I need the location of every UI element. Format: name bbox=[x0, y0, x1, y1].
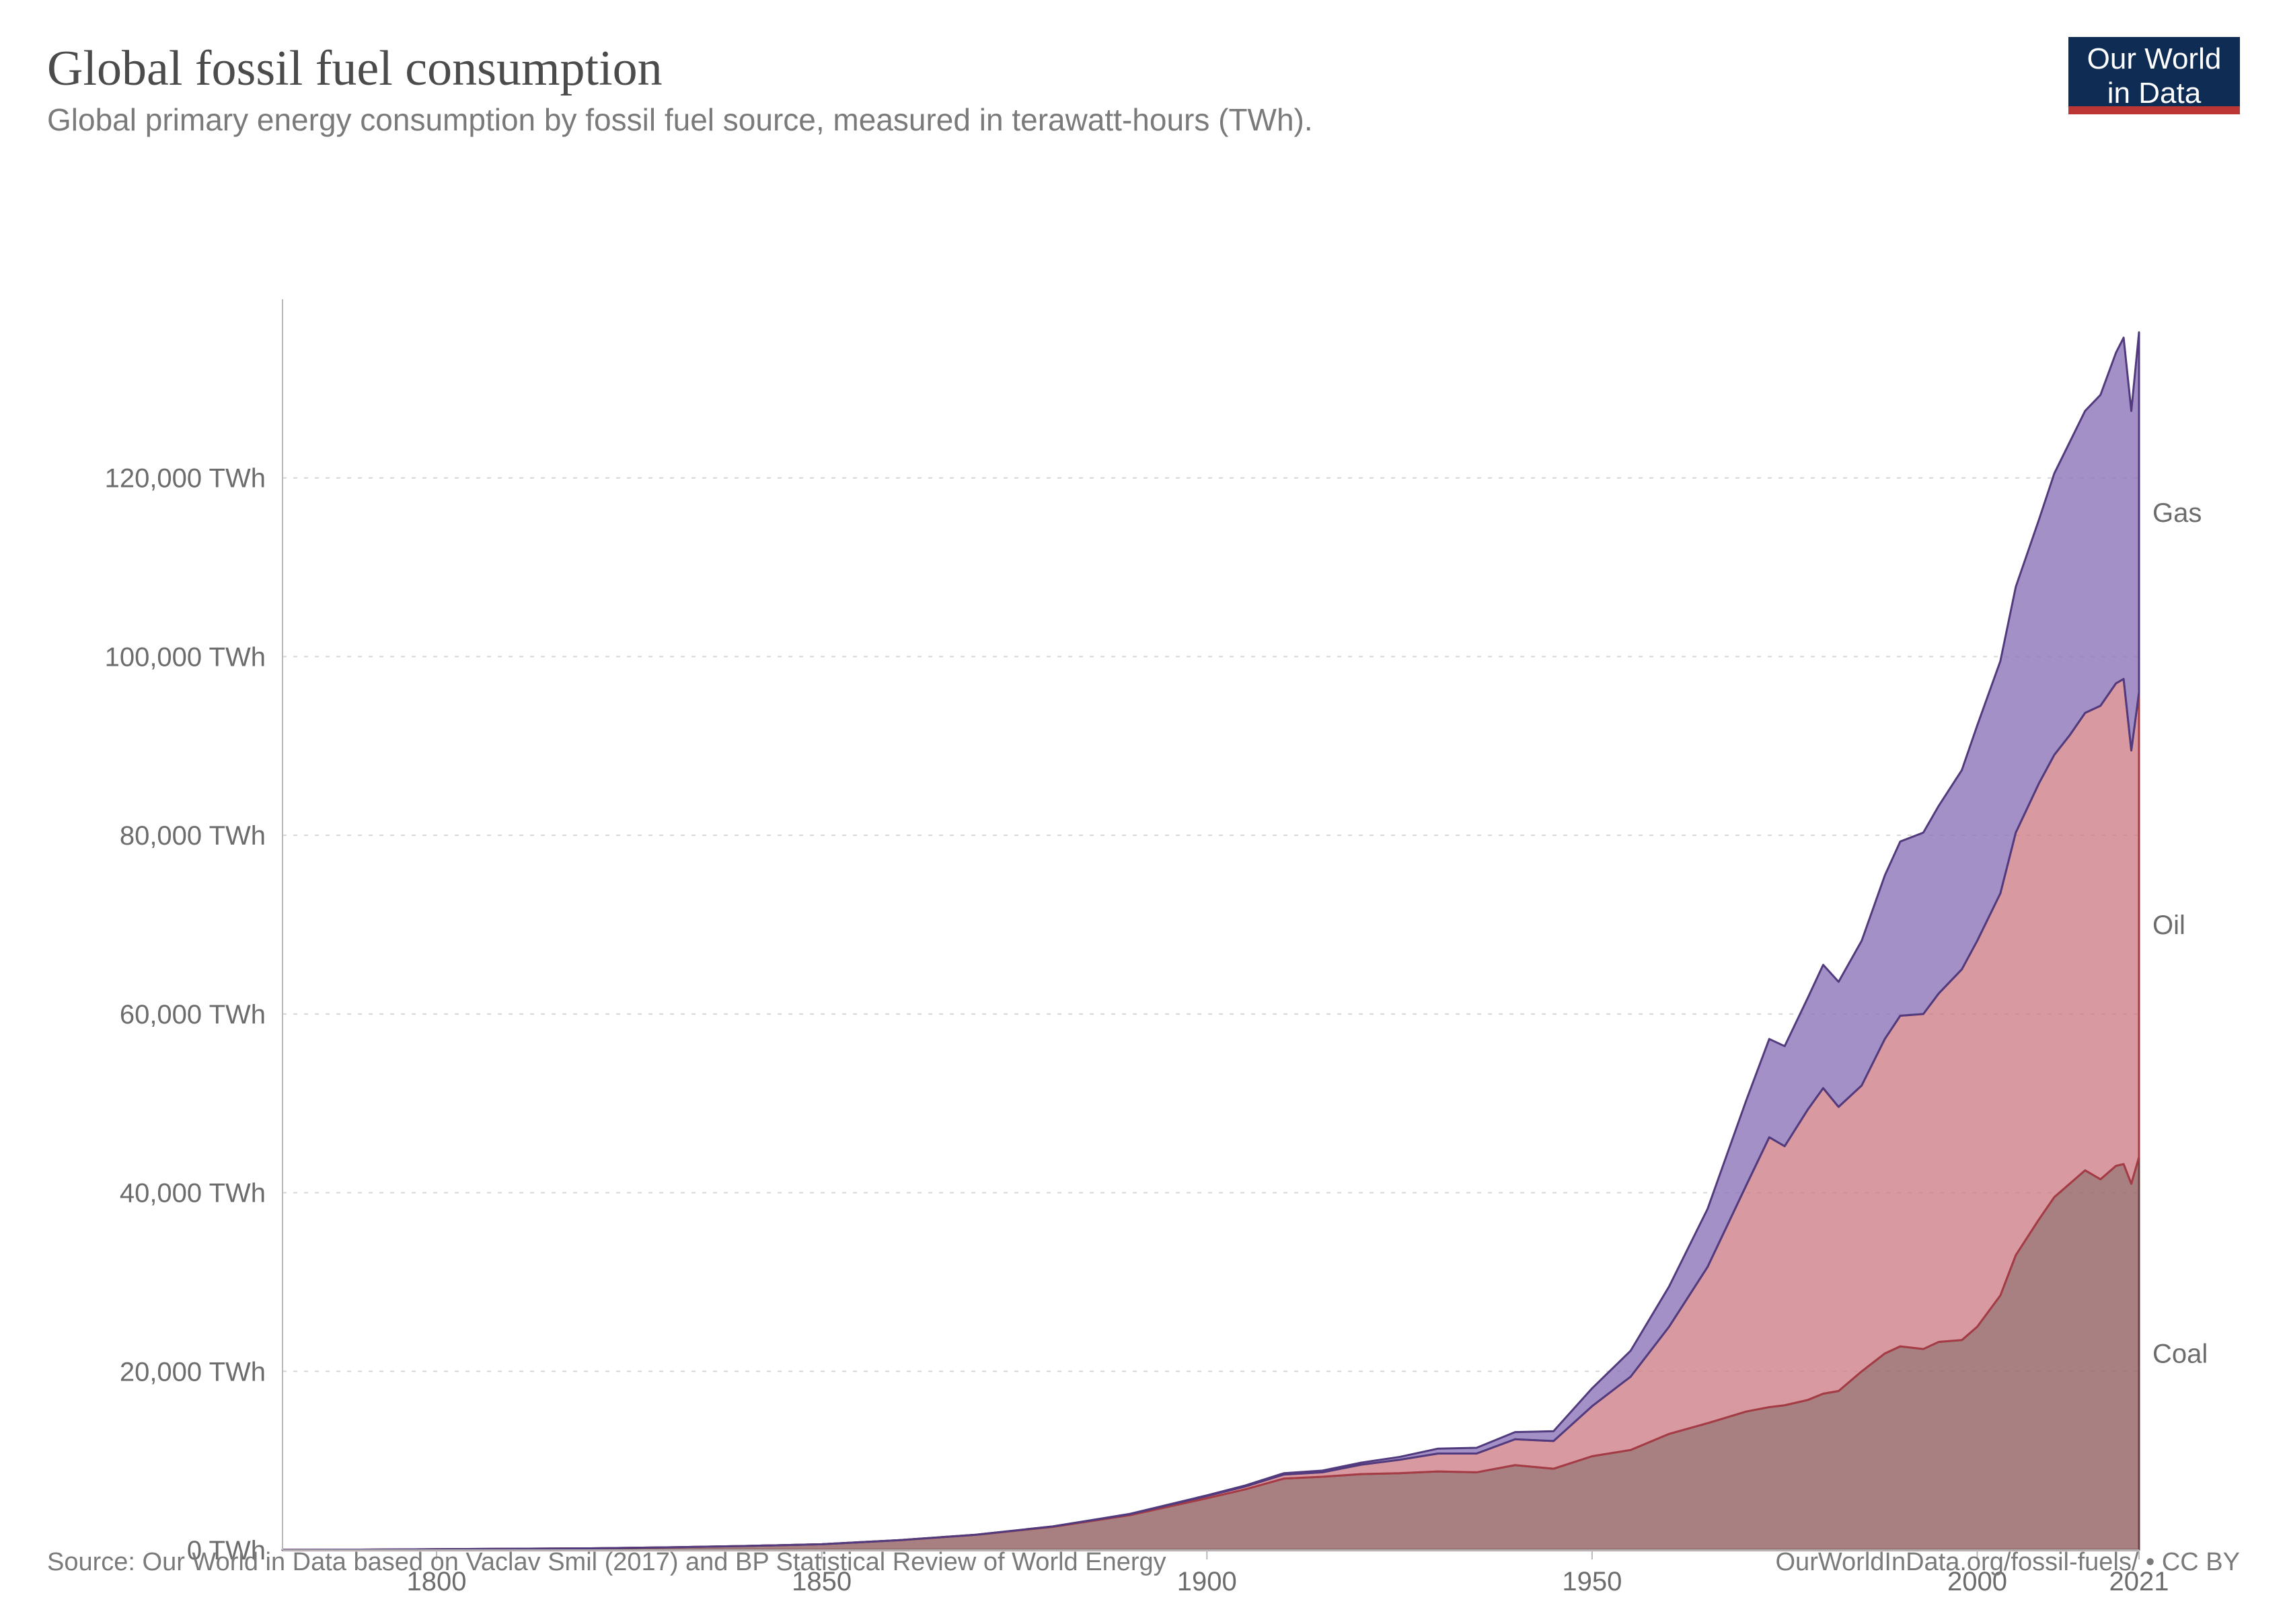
y-tick-label: 100,000 TWh bbox=[105, 642, 266, 672]
y-tick-label: 120,000 TWh bbox=[105, 464, 266, 494]
footer: Source: Our World in Data based on Vacla… bbox=[47, 1548, 2240, 1577]
chart-area: 0 TWh20,000 TWh40,000 TWh60,000 TWh80,00… bbox=[47, 158, 2240, 1624]
stacked-area-chart: 0 TWh20,000 TWh40,000 TWh60,000 TWh80,00… bbox=[47, 158, 2260, 1624]
series-label-gas: Gas bbox=[2152, 498, 2202, 528]
footer-attribution: OurWorldInData.org/fossil-fuels/ • CC BY bbox=[1776, 1548, 2241, 1577]
owid-logo: Our World in Data bbox=[2068, 37, 2240, 114]
series-label-coal: Coal bbox=[2152, 1340, 2208, 1369]
chart-subtitle: Global primary energy consumption by fos… bbox=[47, 102, 2240, 138]
series-label-oil: Oil bbox=[2152, 911, 2185, 940]
header: Global fossil fuel consumption Global pr… bbox=[47, 40, 2240, 138]
y-tick-label: 60,000 TWh bbox=[120, 1000, 266, 1030]
owid-logo-line2: in Data bbox=[2075, 77, 2233, 111]
chart-title: Global fossil fuel consumption bbox=[47, 40, 2240, 98]
y-tick-label: 20,000 TWh bbox=[120, 1357, 266, 1387]
owid-logo-line1: Our World bbox=[2075, 42, 2233, 77]
footer-source: Source: Our World in Data based on Vacla… bbox=[47, 1548, 1166, 1577]
y-tick-label: 80,000 TWh bbox=[120, 821, 266, 851]
page: Global fossil fuel consumption Global pr… bbox=[0, 0, 2287, 1614]
y-tick-label: 40,000 TWh bbox=[120, 1179, 266, 1208]
